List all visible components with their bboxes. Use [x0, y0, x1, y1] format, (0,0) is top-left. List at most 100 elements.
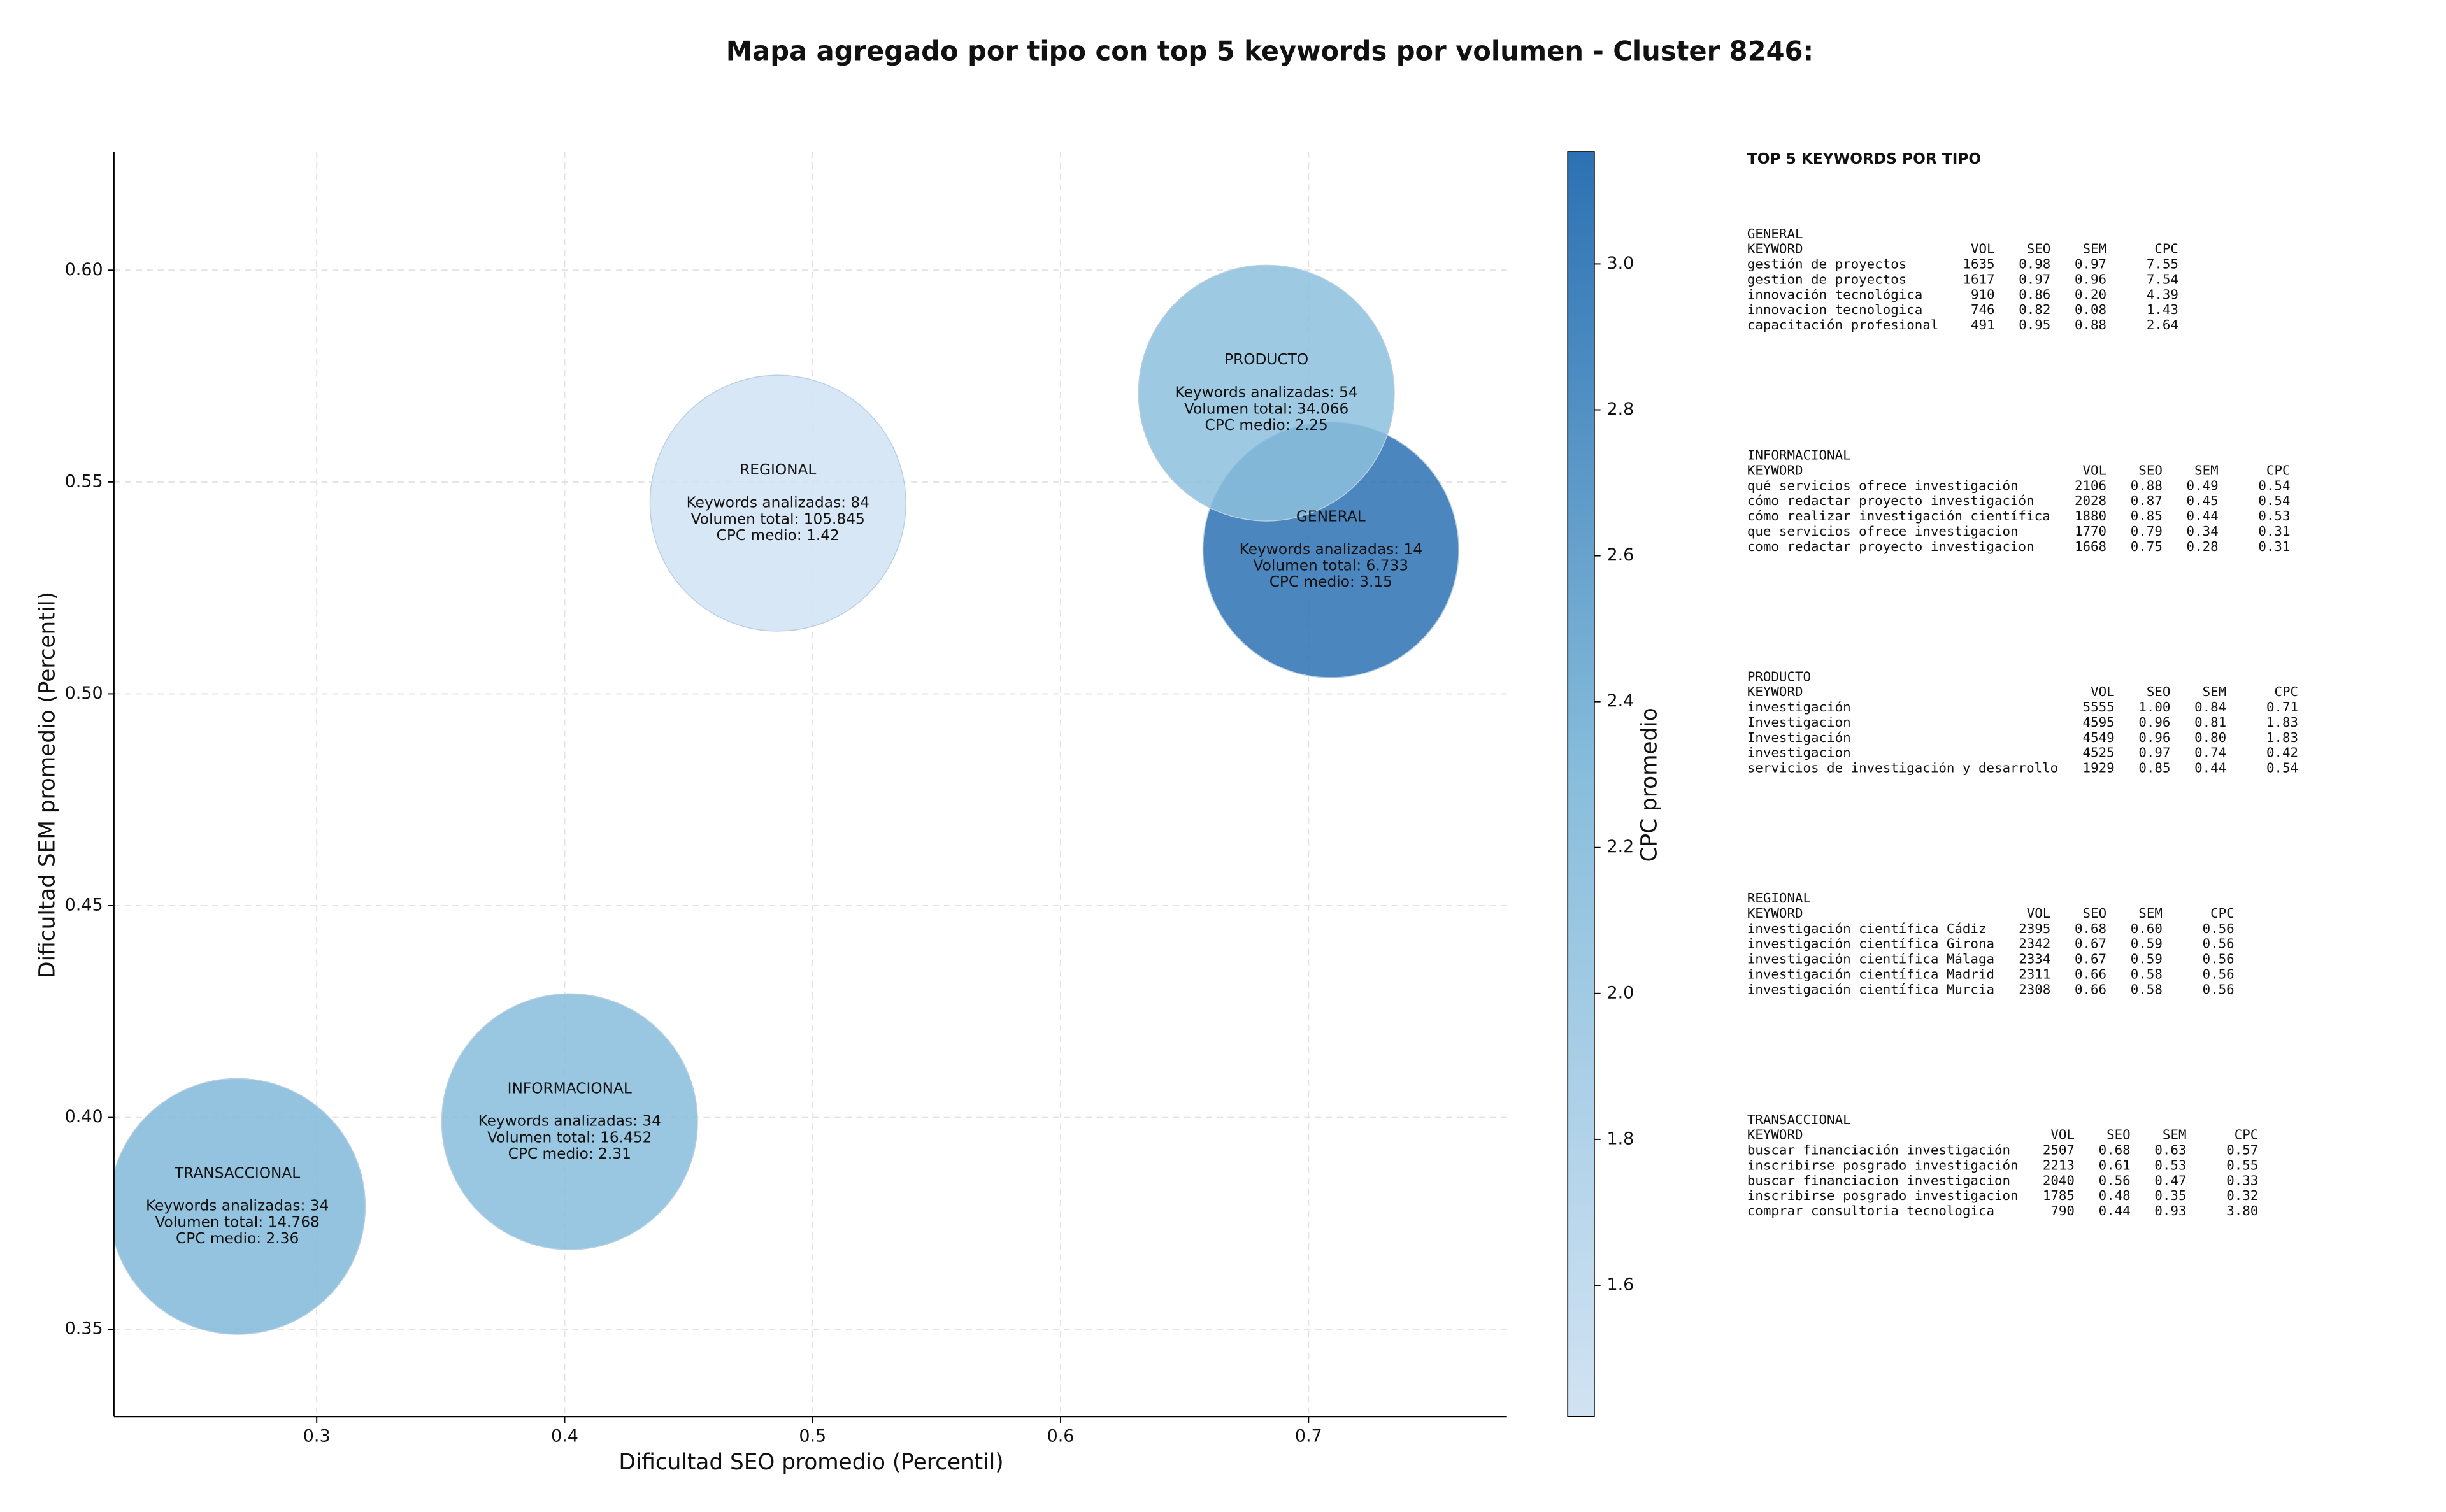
keyword-metric: 0.96 [2075, 271, 2106, 287]
x-axis-label: Dificultad SEO promedio (Percentil) [619, 1450, 1003, 1475]
keyword-metric: 0.67 [2075, 936, 2106, 952]
column-header: VOL [2083, 462, 2107, 478]
keyword-metric: 0.67 [2075, 952, 2106, 967]
keyword-metric: 2213 [2043, 1157, 2075, 1173]
keyword-metric: 1.83 [2266, 715, 2298, 730]
keyword-metric: 0.08 [2075, 302, 2106, 317]
colorbar-tick-label: 2.0 [1606, 983, 1634, 1002]
keyword: investigación científica Málaga [1747, 952, 1994, 967]
keyword: Investigacion [1747, 715, 1851, 730]
keyword: capacitación profesional [1747, 317, 1938, 332]
bubble-annotation: CPC medio: 3.15 [1269, 573, 1392, 590]
keyword-metric: 3.80 [2226, 1203, 2258, 1218]
keyword-metric: 0.85 [2138, 760, 2170, 776]
group-name: TRANSACCIONAL [1747, 1112, 1851, 1127]
column-header: SEM [2203, 684, 2227, 699]
keyword-metric: 0.32 [2226, 1188, 2258, 1203]
bubble-annotation: Keywords analizadas: 34 [146, 1197, 329, 1215]
bubble-annotation: Keywords analizadas: 14 [1240, 541, 1422, 558]
bubble-annotation: CPC medio: 2.25 [1205, 417, 1327, 434]
y-tick-label: 0.50 [65, 683, 103, 703]
keyword: gestion de proyectos [1747, 271, 1906, 287]
column-header: SEO [2027, 241, 2051, 257]
bubble-annotation: Volumen total: 105.845 [691, 510, 865, 527]
column-header: SEO [2106, 1127, 2131, 1143]
bubble-annotation: CPC medio: 2.36 [176, 1230, 299, 1247]
column-header: CPC [2274, 684, 2298, 699]
keyword-metric: 4549 [2083, 730, 2115, 745]
keyword-metric: 0.56 [2099, 1173, 2131, 1188]
keyword-metric: 0.57 [2226, 1143, 2258, 1158]
keyword-metric: 2106 [2075, 478, 2106, 493]
bubble-annotation: Keywords analizadas: 34 [478, 1113, 661, 1130]
bubble-annotation: CPC medio: 2.31 [508, 1145, 631, 1162]
keyword: Investigación [1747, 730, 1851, 745]
keyword-metric: 0.95 [2019, 317, 2050, 332]
column-header: KEYWORD [1747, 684, 1803, 699]
bubble [649, 374, 906, 632]
keyword-metric: 0.49 [2187, 478, 2219, 493]
keyword-metric: 0.66 [2075, 981, 2106, 997]
keyword: innovación tecnológica [1747, 287, 1922, 302]
keyword-metric: 0.48 [2099, 1188, 2131, 1203]
keyword: cómo realizar investigación científica [1747, 508, 2050, 524]
column-header: KEYWORD [1747, 906, 1803, 921]
keyword-metric: 0.53 [2258, 508, 2290, 524]
keyword-metric: 7.55 [2147, 257, 2178, 272]
keyword-metric: 0.74 [2194, 745, 2226, 760]
bubble-name: PRODUCTO [1224, 351, 1308, 368]
keyword-metric: 1.43 [2147, 302, 2178, 317]
bubbles [113, 264, 1459, 1335]
keyword: que servicios ofrece investigacion [1747, 524, 2019, 539]
keyword-metric: 0.28 [2187, 539, 2219, 554]
group-name: GENERAL [1747, 226, 1803, 241]
keyword-metric: 0.71 [2266, 699, 2298, 715]
y-axis-label: Dificultad SEM promedio (Percentil) [34, 592, 60, 978]
column-header: KEYWORD [1747, 1127, 1803, 1143]
keyword-metric: 0.54 [2266, 760, 2298, 776]
colorbar-tick-label: 2.4 [1606, 691, 1634, 711]
colorbar-label: CPC promedio [1637, 708, 1663, 862]
x-tick-label: 0.5 [799, 1426, 826, 1446]
keyword-metric: 0.59 [2131, 952, 2163, 967]
keyword-metric: 0.68 [2075, 921, 2106, 936]
bubble-annotation: Keywords analizadas: 84 [687, 494, 869, 511]
y-tick-label: 0.40 [65, 1107, 103, 1127]
group-name: INFORMACIONAL [1747, 448, 1851, 463]
x-tick-label: 0.6 [1047, 1426, 1075, 1446]
keyword-metric: 4595 [2083, 715, 2115, 730]
bubble-annotation: CPC medio: 1.42 [717, 527, 840, 544]
y-tick-label: 0.55 [65, 471, 103, 491]
keyword-metric: 0.42 [2266, 745, 2298, 760]
keyword-metric: 491 [1971, 317, 1995, 332]
keyword-metric: 1785 [2043, 1188, 2075, 1203]
colorbar-tick-label: 2.2 [1606, 837, 1634, 857]
column-header: CPC [2235, 1127, 2259, 1143]
keyword-metric: 4525 [2083, 745, 2115, 760]
keyword-metric: 0.44 [2099, 1203, 2131, 1218]
keyword: como redactar proyecto investigacion [1747, 539, 2035, 554]
keyword-metric: 2342 [2019, 936, 2050, 952]
keyword: buscar financiacion investigacion [1747, 1173, 2010, 1188]
keyword-metric: 4.39 [2147, 287, 2178, 302]
keyword-metric: 0.56 [2203, 921, 2235, 936]
keyword-metric: 7.54 [2147, 271, 2178, 287]
chart-title: Mapa agregado por tipo con top 5 keyword… [726, 36, 1813, 67]
bubble-annotation: Volumen total: 14.768 [155, 1213, 319, 1230]
keyword-metric: 746 [1971, 302, 1995, 317]
keyword-metric: 0.80 [2194, 730, 2226, 745]
keyword-metric: 0.35 [2154, 1188, 2186, 1203]
keyword-metric: 0.58 [2131, 966, 2163, 981]
keyword: investigación científica Madrid [1747, 966, 1994, 981]
keyword-metric: 0.97 [2138, 745, 2170, 760]
keyword-metric: 2028 [2075, 493, 2106, 508]
keyword-metric: 0.61 [2099, 1157, 2131, 1173]
keyword-metric: 0.31 [2258, 524, 2290, 539]
x-tick-label: 0.4 [551, 1426, 578, 1446]
colorbar-tick-label: 2.6 [1606, 545, 1634, 565]
keyword-metric: 0.56 [2203, 981, 2235, 997]
column-header: VOL [2027, 906, 2051, 921]
keyword-metric: 1635 [1963, 257, 1994, 272]
